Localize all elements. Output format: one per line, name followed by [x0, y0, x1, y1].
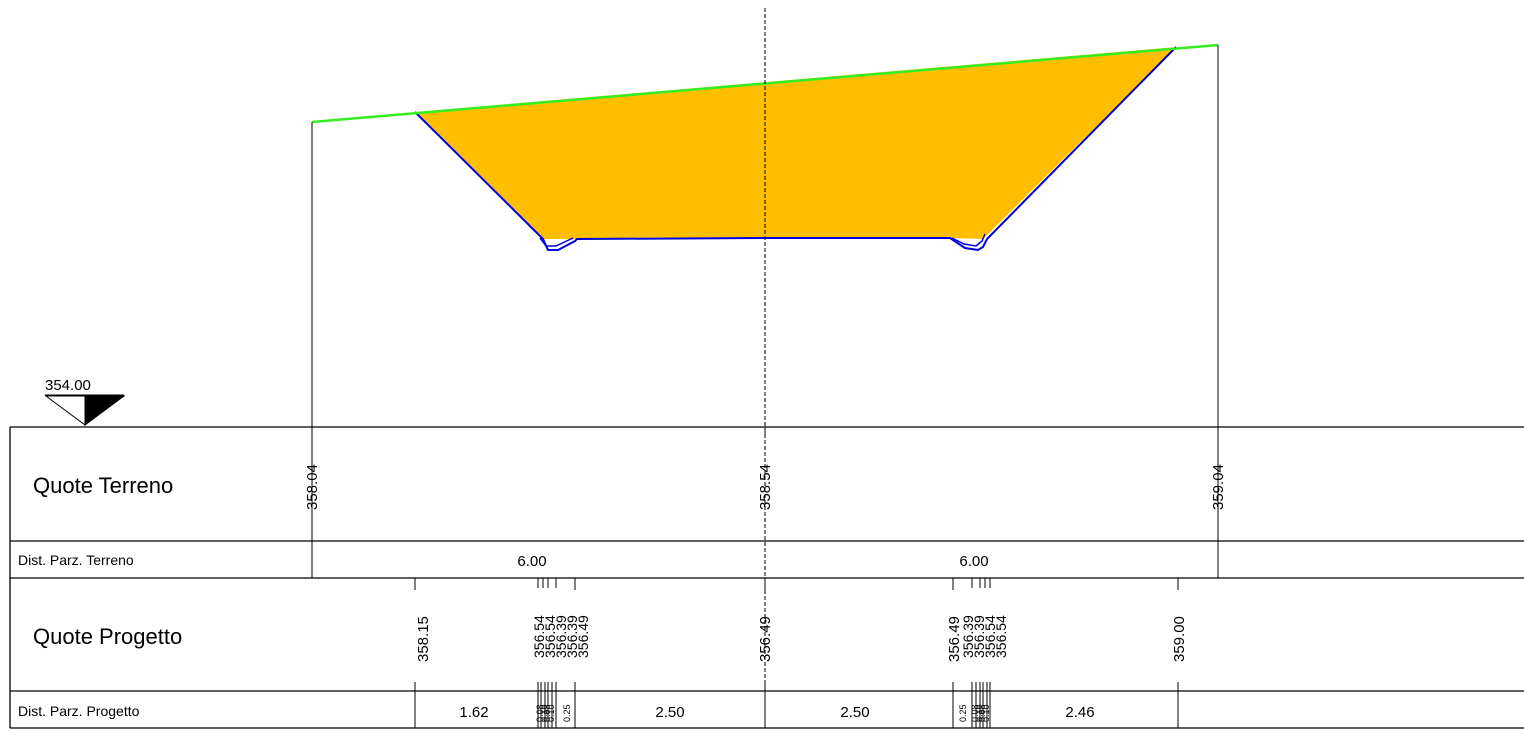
row-label-dist-parz-terreno: Dist. Parz. Terreno	[18, 552, 134, 568]
dist-progetto-value-1: 1.62	[459, 704, 488, 721]
dist-progetto-tiny-6: 0.10	[974, 704, 984, 722]
reference-triangle-left	[44, 395, 86, 426]
progetto-value-12: 356.54	[993, 615, 1009, 658]
reference-triangle-right	[84, 395, 126, 426]
progetto-value-4: 356.39	[553, 615, 569, 658]
dist-progetto-small-value-1: 0.25	[562, 704, 572, 722]
terreno-value-2: 358.54	[757, 464, 774, 510]
progetto-value-6: 356.49	[575, 615, 591, 658]
project-profile-inner	[539, 237, 574, 247]
dist-terreno-value-2: 6.00	[959, 553, 988, 570]
cut-area	[415, 47, 1176, 239]
progetto-value-1: 358.15	[415, 616, 432, 662]
dist-progetto-small-value-2: 0.25	[958, 704, 968, 722]
dist-progetto-value-3: 2.50	[840, 704, 869, 721]
progetto-value-8: 356.49	[946, 616, 963, 662]
dist-progetto-tiny-4: 0.10	[546, 704, 556, 722]
progetto-value-11: 356.54	[982, 615, 998, 658]
progetto-value-10: 356.39	[971, 615, 987, 658]
progetto-value-9: 356.39	[960, 615, 976, 658]
dist-progetto-tiny-5: 0.08	[970, 704, 980, 722]
dist-progetto-value-4: 2.46	[1065, 704, 1094, 721]
reference-level-label: 354.00	[45, 377, 91, 394]
dist-progetto-value-2: 2.50	[655, 704, 684, 721]
project-profile-inner-right	[951, 233, 986, 247]
dist-progetto-tiny-2: 0.10	[539, 704, 549, 722]
progetto-value-2: 356.54	[531, 615, 547, 658]
dist-progetto-separators	[414, 682, 1179, 728]
dist-progetto-tiny-7: 0.08	[977, 704, 987, 722]
row-label-dist-parz-progetto: Dist. Parz. Progetto	[18, 703, 140, 719]
row-label-quote-progetto: Quote Progetto	[33, 624, 182, 649]
dist-terreno-value-1: 6.00	[517, 553, 546, 570]
row-label-quote-terreno: Quote Terreno	[33, 473, 173, 498]
terreno-value-3: 359.04	[1210, 464, 1227, 510]
dist-progetto-tiny-8: 0.10	[981, 704, 991, 722]
progetto-value-7: 356.49	[757, 616, 774, 662]
progetto-value-3: 356.54	[542, 615, 558, 658]
dist-progetto-tiny-1: 0.08	[535, 704, 545, 722]
terreno-value-1: 358.04	[304, 464, 321, 510]
progetto-value-13: 359.00	[1171, 616, 1188, 662]
progetto-value-5: 356.39	[564, 615, 580, 658]
progetto-ticks	[414, 578, 1179, 590]
dist-progetto-tiny-3: 0.08	[542, 704, 552, 722]
